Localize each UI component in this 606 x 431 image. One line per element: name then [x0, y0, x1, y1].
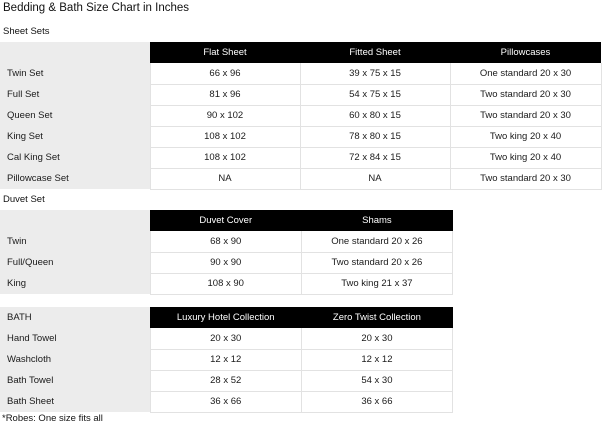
- row-label: Cal King Set: [0, 147, 150, 168]
- cell-value: 12 x 12: [149, 349, 302, 371]
- row-label: Twin Set: [0, 63, 150, 84]
- duvet-header-corner: [0, 210, 151, 231]
- cell-value: 60 x 80 x 15: [300, 105, 451, 127]
- bath-header-label: BATH: [0, 307, 151, 328]
- table-row: Washcloth 12 x 12 12 x 12: [0, 349, 454, 371]
- cell-value: 90 x 90: [149, 252, 302, 274]
- cell-value: 81 x 96: [149, 84, 301, 106]
- cell-value: Two king 20 x 40: [450, 147, 602, 169]
- column-header-fitted-sheet: Fitted Sheet: [300, 42, 450, 63]
- cell-value: 66 x 96: [149, 63, 301, 85]
- cell-value: Two standard 20 x 30: [450, 84, 602, 106]
- table-row: King 108 x 90 Two king 21 x 37: [0, 273, 454, 295]
- row-label: Bath Sheet: [0, 391, 151, 412]
- cell-value: 78 x 80 x 15: [300, 126, 451, 148]
- table-row: Hand Towel 20 x 30 20 x 30: [0, 328, 454, 350]
- column-header-zero-twist-collection: Zero Twist Collection: [301, 307, 453, 328]
- footnote-robes: *Robes: One size fits all: [2, 413, 103, 424]
- row-label: Full Set: [0, 84, 150, 105]
- table-row: Queen Set 90 x 102 60 x 80 x 15 Two stan…: [0, 105, 602, 127]
- table-row: Full/Queen 90 x 90 Two standard 20 x 26: [0, 252, 454, 274]
- cell-value: Two king 21 x 37: [301, 273, 454, 295]
- table-row: Cal King Set 108 x 102 72 x 84 x 15 Two …: [0, 147, 602, 169]
- column-header-duvet-cover: Duvet Cover: [150, 210, 302, 231]
- table-header-row: BATH Luxury Hotel Collection Zero Twist …: [0, 307, 453, 328]
- cell-value: 54 x 75 x 15: [300, 84, 451, 106]
- cell-value: 36 x 66: [301, 391, 454, 413]
- row-label: Twin: [0, 231, 151, 252]
- column-header-flat-sheet: Flat Sheet: [150, 42, 300, 63]
- duvet-set-table: Duvet Cover Shams Twin 68 x 90 One stand…: [0, 210, 454, 295]
- cell-value: 39 x 75 x 15: [300, 63, 451, 85]
- cell-value: 108 x 102: [149, 147, 301, 169]
- table-row: Pillowcase Set NA NA Two standard 20 x 3…: [0, 168, 602, 190]
- table-row: Full Set 81 x 96 54 x 75 x 15 Two standa…: [0, 84, 602, 106]
- column-header-pillowcases: Pillowcases: [450, 42, 601, 63]
- cell-value: 36 x 66: [149, 391, 302, 413]
- row-label: Full/Queen: [0, 252, 151, 273]
- table-row: Twin 68 x 90 One standard 20 x 26: [0, 231, 454, 253]
- cell-value: 90 x 102: [149, 105, 301, 127]
- sheet-sets-header-corner: [0, 42, 150, 63]
- column-header-shams: Shams: [301, 210, 453, 231]
- table-row: King Set 108 x 102 78 x 80 x 15 Two king…: [0, 126, 602, 148]
- cell-value: Two king 20 x 40: [450, 126, 602, 148]
- table-row: Bath Towel 28 x 52 54 x 30: [0, 370, 454, 392]
- row-label: Queen Set: [0, 105, 150, 126]
- cell-value: NA: [300, 168, 451, 190]
- cell-value: NA: [149, 168, 301, 190]
- row-label: King Set: [0, 126, 150, 147]
- row-label: Bath Towel: [0, 370, 151, 391]
- row-label: Hand Towel: [0, 328, 151, 349]
- cell-value: 20 x 30: [301, 328, 454, 350]
- row-label: Washcloth: [0, 349, 151, 370]
- cell-value: Two standard 20 x 30: [450, 168, 602, 190]
- page-title: Bedding & Bath Size Chart in Inches: [3, 2, 190, 14]
- row-label: King: [0, 273, 151, 294]
- cell-value: 28 x 52: [149, 370, 302, 392]
- sheet-sets-table: Flat Sheet Fitted Sheet Pillowcases Twin…: [0, 42, 602, 190]
- cell-value: 108 x 102: [149, 126, 301, 148]
- column-header-luxury-hotel-collection: Luxury Hotel Collection: [150, 307, 302, 328]
- cell-value: 108 x 90: [149, 273, 302, 295]
- cell-value: Two standard 20 x 30: [450, 105, 602, 127]
- table-row: Twin Set 66 x 96 39 x 75 x 15 One standa…: [0, 63, 602, 85]
- section-label-duvet-set: Duvet Set: [3, 194, 45, 205]
- table-header-row: Flat Sheet Fitted Sheet Pillowcases: [0, 42, 601, 63]
- cell-value: 72 x 84 x 15: [300, 147, 451, 169]
- cell-value: One standard 20 x 30: [450, 63, 602, 85]
- row-label: Pillowcase Set: [0, 168, 150, 189]
- cell-value: 12 x 12: [301, 349, 454, 371]
- cell-value: 54 x 30: [301, 370, 454, 392]
- table-header-row: Duvet Cover Shams: [0, 210, 453, 231]
- table-row: Bath Sheet 36 x 66 36 x 66: [0, 391, 454, 413]
- cell-value: Two standard 20 x 26: [301, 252, 454, 274]
- bath-table: BATH Luxury Hotel Collection Zero Twist …: [0, 307, 454, 413]
- cell-value: 20 x 30: [149, 328, 302, 350]
- cell-value: One standard 20 x 26: [301, 231, 454, 253]
- cell-value: 68 x 90: [149, 231, 302, 253]
- section-label-sheet-sets: Sheet Sets: [3, 26, 50, 37]
